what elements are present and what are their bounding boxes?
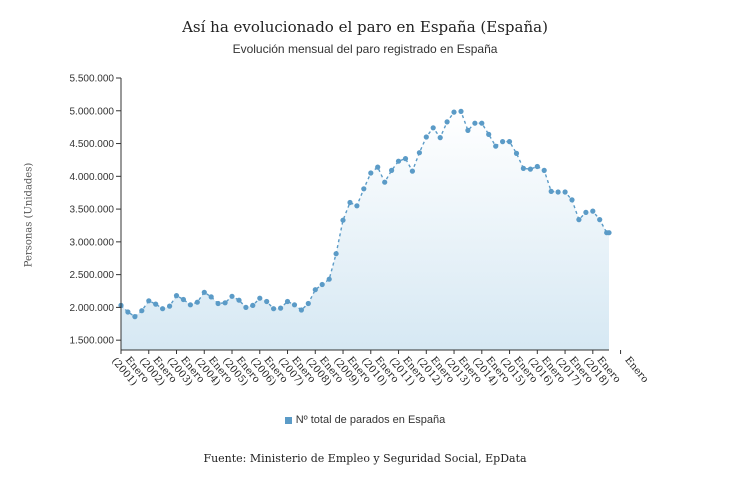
data-point-2005-01[interactable]: [229, 293, 235, 299]
data-point-2007-04[interactable]: [291, 302, 298, 308]
x-tick-label: Enero(2006): [248, 349, 290, 393]
data-point-2006-10[interactable]: [278, 305, 284, 311]
x-tick-label: Enero: [622, 355, 650, 385]
data-point-2002-01[interactable]: [146, 298, 152, 304]
marker-layer: [118, 108, 612, 320]
data-point-2012-10[interactable]: [444, 119, 450, 125]
data-point-2014-01[interactable]: [479, 120, 485, 126]
data-point-2011-10[interactable]: [416, 150, 422, 156]
data-point-2001-04[interactable]: [125, 309, 131, 315]
y-tick-label: 3.000.000: [70, 237, 115, 248]
data-point-2015-04[interactable]: [513, 150, 520, 156]
data-point-2017-01[interactable]: [562, 189, 568, 195]
data-point-2006-01[interactable]: [257, 295, 263, 301]
data-point-2011-04[interactable]: [402, 156, 409, 162]
data-point-2007-07[interactable]: [298, 307, 304, 313]
data-point-2009-04[interactable]: [347, 199, 353, 206]
data-point-2006-07[interactable]: [271, 306, 277, 312]
data-point-2009-01[interactable]: [340, 217, 346, 223]
data-point-2012-07[interactable]: [437, 135, 443, 141]
data-point-2003-04[interactable]: [180, 296, 186, 303]
data-point-2011-01[interactable]: [395, 158, 402, 164]
y-tick-label: 2.000.000: [70, 303, 115, 314]
x-tick-label: Enero(2015): [498, 349, 540, 393]
data-point-2013-01[interactable]: [451, 109, 457, 115]
chart-title: Así ha evolucionado el paro en España (E…: [182, 18, 548, 36]
data-point-2005-04[interactable]: [236, 297, 242, 303]
data-point-2009-10[interactable]: [361, 186, 367, 192]
data-point-2016-01[interactable]: [534, 163, 540, 170]
data-point-2008-01[interactable]: [312, 287, 318, 293]
data-point-2012-01[interactable]: [423, 134, 429, 140]
data-point-2013-07[interactable]: [465, 127, 471, 133]
data-point-2018-04[interactable]: [597, 217, 603, 223]
data-point-2002-10[interactable]: [167, 303, 173, 309]
data-point-2018-01[interactable]: [590, 208, 596, 214]
data-point-2015-10[interactable]: [527, 166, 534, 172]
y-tick-label: 4.000.000: [70, 172, 115, 183]
data-point-2012-04[interactable]: [430, 125, 436, 131]
data-point-2002-04[interactable]: [153, 301, 159, 307]
data-point-2004-07[interactable]: [215, 300, 221, 307]
data-point-2016-10[interactable]: [555, 189, 561, 195]
y-tick-label: 5.000.000: [70, 106, 115, 117]
data-point-2005-10[interactable]: [250, 302, 256, 308]
data-point-2017-07[interactable]: [576, 217, 582, 223]
data-point-2014-10[interactable]: [500, 139, 506, 145]
y-tick-label: 4.500.000: [70, 139, 115, 150]
area-layer: [121, 111, 609, 351]
data-point-2009-07[interactable]: [354, 203, 360, 209]
data-point-2018-08[interactable]: [606, 230, 612, 236]
data-point-2006-04[interactable]: [264, 298, 270, 305]
data-point-2016-07[interactable]: [548, 188, 554, 194]
data-point-2004-10[interactable]: [222, 300, 228, 306]
data-point-2007-10[interactable]: [305, 300, 311, 307]
data-point-2001-10[interactable]: [139, 308, 145, 314]
data-point-2001-07[interactable]: [132, 314, 138, 320]
data-point-2003-07[interactable]: [187, 302, 193, 308]
data-point-2014-07[interactable]: [493, 143, 499, 149]
legend[interactable]: Nº total de parados en España: [0, 414, 730, 426]
chart-subtitle: Evolución mensual del paro registrado en…: [232, 42, 498, 56]
data-point-2004-04[interactable]: [208, 294, 214, 300]
y-tick-label: 2.500.000: [70, 270, 115, 281]
data-point-2014-04[interactable]: [486, 131, 492, 137]
data-point-2013-04[interactable]: [458, 108, 464, 114]
data-point-2005-07[interactable]: [243, 304, 249, 310]
data-point-2010-04[interactable]: [375, 164, 381, 170]
y-tick-label: 3.500.000: [70, 205, 115, 216]
legend-swatch: [284, 416, 292, 424]
y-tick-label: 5.500.000: [70, 74, 115, 85]
data-point-2010-10[interactable]: [389, 167, 395, 173]
data-point-2013-10[interactable]: [472, 120, 478, 126]
data-point-2017-04[interactable]: [569, 197, 575, 203]
source-note: Fuente: Ministerio de Empleo y Seguridad…: [203, 452, 527, 465]
data-point-2011-07[interactable]: [409, 168, 415, 174]
data-point-2016-04[interactable]: [541, 167, 547, 173]
data-point-2007-01[interactable]: [284, 298, 291, 305]
data-point-2008-07[interactable]: [326, 276, 332, 282]
data-point-2017-10[interactable]: [583, 209, 589, 215]
data-point-2015-07[interactable]: [520, 165, 527, 171]
data-point-2003-10[interactable]: [194, 299, 200, 305]
data-point-2015-01[interactable]: [506, 139, 513, 145]
data-point-2010-07[interactable]: [382, 179, 388, 185]
data-point-2008-04[interactable]: [319, 281, 325, 288]
y-tick-label: 1.500.000: [70, 336, 115, 347]
data-point-2003-01[interactable]: [173, 293, 180, 299]
data-point-2010-01[interactable]: [368, 170, 374, 176]
data-point-2004-01[interactable]: [201, 289, 207, 295]
data-point-2002-07[interactable]: [160, 306, 166, 312]
legend-label: Nº total de parados en España: [295, 414, 446, 426]
series-area: [121, 111, 609, 351]
data-point-2008-10[interactable]: [333, 251, 339, 257]
